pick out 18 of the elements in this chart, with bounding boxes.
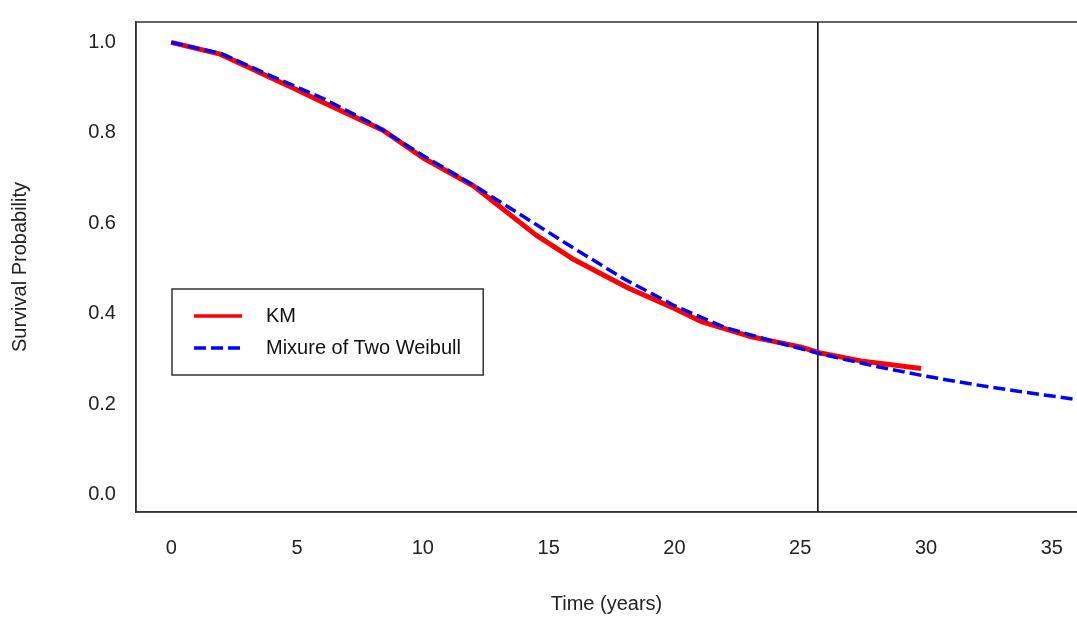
x-tick-label: 20 — [663, 535, 686, 558]
x-tick-label: 15 — [537, 535, 560, 558]
y-axis-title: Survival Probability — [7, 181, 30, 353]
y-tick-label: 0.2 — [88, 391, 116, 414]
y-tick-label: 1.0 — [88, 29, 116, 52]
y-tick-label: 0.4 — [88, 301, 116, 324]
x-axis-title: Time (years) — [550, 591, 663, 614]
x-tick-label: 35 — [1040, 535, 1063, 558]
legend-label: KM — [266, 303, 296, 326]
x-tick-label: 10 — [411, 535, 434, 558]
y-tick-label: 0.6 — [88, 210, 116, 233]
x-tick-label: 30 — [914, 535, 938, 558]
y-tick-label: 0.0 — [88, 482, 116, 505]
x-tick-label: 25 — [789, 535, 812, 558]
x-tick-label: 0 — [165, 535, 177, 558]
x-tick-label: 5 — [291, 535, 303, 558]
legend-label: Mixure of Two Weibull — [266, 335, 461, 358]
y-tick-label: 0.8 — [88, 120, 116, 143]
